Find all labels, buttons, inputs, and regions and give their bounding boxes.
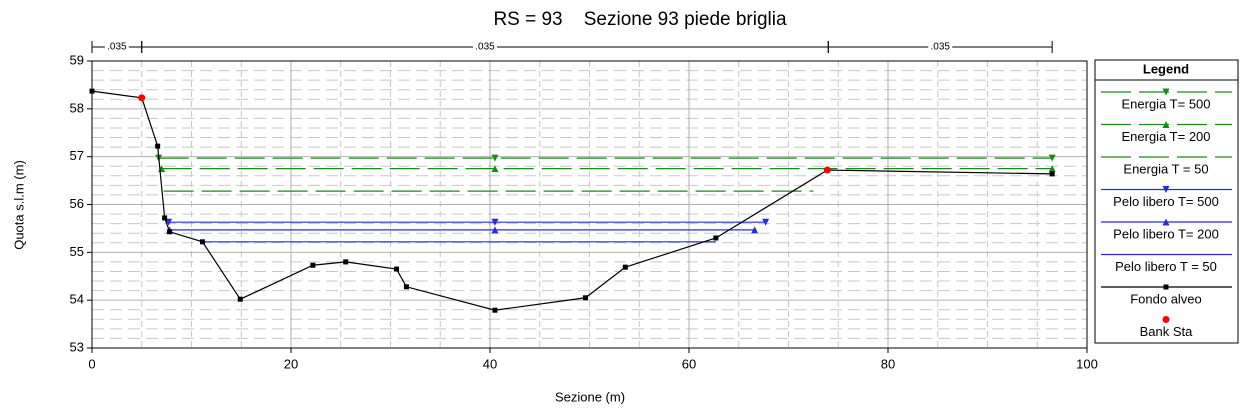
- marker: [165, 218, 173, 226]
- marker: [583, 295, 589, 301]
- legend-label: Fondo alveo: [1130, 291, 1202, 306]
- marker: [713, 235, 719, 241]
- x-tick-label: 40: [483, 356, 497, 371]
- legend-marker: [1163, 284, 1169, 290]
- legend-marker: [1162, 316, 1170, 323]
- x-tick-label: 0: [88, 356, 95, 371]
- marker: [237, 296, 243, 302]
- series-line: [91, 90, 1053, 311]
- marker: [491, 226, 499, 234]
- legend-label: Energia T = 50: [1123, 161, 1208, 176]
- marker: [310, 262, 316, 268]
- legend-title: Legend: [1143, 61, 1189, 76]
- marker: [762, 218, 770, 226]
- y-tick-label: 57: [70, 148, 84, 163]
- legend-marker: [1162, 218, 1170, 226]
- x-tick-label: 20: [284, 356, 298, 371]
- marker: [167, 229, 173, 235]
- x-tick-label: 100: [1076, 356, 1098, 371]
- legend-marker: [1162, 186, 1170, 193]
- marker: [1048, 154, 1056, 162]
- legend-label: Pelo libero T = 50: [1115, 259, 1217, 274]
- roughness-label: .035: [107, 42, 127, 53]
- y-tick-label: 59: [70, 52, 84, 67]
- marker: [491, 154, 499, 162]
- y-tick-label: 56: [70, 196, 84, 211]
- marker: [89, 88, 95, 94]
- y-tick-label: 58: [70, 100, 84, 115]
- legend-marker: [1162, 121, 1170, 128]
- legend-label: Energia T= 500: [1121, 96, 1210, 111]
- roughness-label-bg: [473, 41, 498, 53]
- marker: [138, 94, 146, 102]
- marker: [823, 166, 831, 174]
- marker: [491, 218, 499, 226]
- roughness-label: .035: [931, 42, 951, 53]
- legend-label: Bank Sta: [1140, 324, 1194, 339]
- marker: [155, 143, 161, 149]
- x-tick-label: 60: [682, 356, 696, 371]
- y-tick-label: 54: [70, 292, 84, 307]
- x-axis-title: Sezione (m): [555, 389, 625, 404]
- marker: [162, 215, 168, 221]
- legend-box: [1094, 59, 1239, 344]
- plot-frame: [91, 60, 1088, 349]
- marker: [403, 284, 409, 290]
- roughness-label-bg: [928, 41, 953, 53]
- marker: [343, 259, 349, 265]
- marker: [492, 307, 498, 313]
- roughness-label-bg: [104, 41, 129, 53]
- legend-marker: [1162, 88, 1170, 96]
- legend-label: Pelo libero T= 500: [1113, 194, 1219, 209]
- marker: [393, 266, 399, 272]
- legend-label: Pelo libero T= 200: [1113, 226, 1219, 241]
- marker: [491, 165, 499, 173]
- y-tick-label: 53: [70, 339, 84, 354]
- chart-title: RS = 93 Sezione 93 piede briglia: [493, 9, 787, 30]
- marker: [622, 264, 628, 270]
- marker: [1049, 171, 1055, 177]
- x-tick-label: 80: [881, 356, 895, 371]
- y-tick-label: 55: [70, 244, 84, 259]
- y-axis-title: Quota s.l.m (m): [11, 160, 26, 250]
- marker: [751, 226, 759, 234]
- marker: [1048, 165, 1056, 173]
- legend-label: Energia T= 200: [1121, 129, 1210, 144]
- roughness-label: .035: [475, 42, 495, 53]
- marker: [199, 239, 205, 245]
